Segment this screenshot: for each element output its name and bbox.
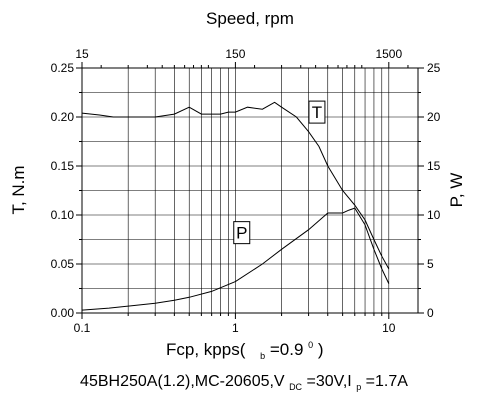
left-axis-title: T, N.m	[9, 165, 28, 214]
y-left-tick-label: 0.05	[51, 257, 75, 271]
series-label-box-T	[308, 100, 326, 124]
x-axis-title-tail: =0.9	[270, 340, 304, 359]
x-tick-label: 0.1	[74, 321, 91, 335]
x-tick-label: 10	[382, 321, 396, 335]
x-axis-title: Fcp, kpps( b =0.9 0 )	[166, 333, 324, 363]
y-right-tick-label: 15	[427, 159, 441, 173]
tick-marks	[76, 62, 424, 319]
series-line-P	[81, 207, 390, 311]
series-label-T: T	[312, 103, 322, 122]
x-axis-title-sub: b	[260, 351, 265, 361]
y-left-tick-label: 0.25	[51, 61, 75, 75]
x-axis-title-main: Fcp, kpps(	[166, 340, 246, 359]
x-axis-title-sup: 0	[308, 340, 313, 350]
caption-part2: =30V,I	[307, 373, 352, 390]
chart-caption: 45BH250A(1.2),MC-20605,V DC =30V,I p =1.…	[80, 373, 408, 394]
x-axis-title-close: )	[318, 340, 324, 359]
caption-part1: 45BH250A(1.2),MC-20605,V	[80, 373, 285, 390]
grid-lines	[81, 68, 418, 313]
right-axis-title: P, W	[447, 173, 466, 208]
top-tick-label: 1500	[375, 47, 402, 61]
y-right-tick-label: 10	[427, 208, 441, 222]
series-label-box-P	[233, 221, 251, 245]
y-left-tick-label: 0.20	[51, 110, 75, 124]
top-axis-title: Speed, rpm	[206, 9, 294, 28]
top-tick-label: 15	[75, 47, 89, 61]
series-label-P: P	[236, 224, 247, 243]
y-right-tick-label: 20	[427, 110, 441, 124]
series-line-T	[81, 101, 390, 270]
y-left-tick-label: 0.10	[51, 208, 75, 222]
y-right-tick-label: 0	[427, 306, 434, 320]
y-right-tick-label: 25	[427, 61, 441, 75]
y-left-tick-label: 0.15	[51, 159, 75, 173]
tick-labels: 15 150 1500 0.1 1 10 0.00 0.05 0.10 0.15 0.20 0.25 0…	[51, 47, 441, 335]
series-group: TP	[81, 100, 390, 311]
caption-sub2: p	[356, 382, 361, 392]
caption-part3: =1.7A	[366, 373, 409, 390]
y-right-tick-label: 5	[427, 257, 434, 271]
caption-sub1: DC	[289, 382, 302, 392]
x-tick-label: 1	[232, 321, 239, 335]
top-tick-label: 150	[225, 47, 245, 61]
y-left-tick-label: 0.00	[51, 306, 75, 320]
